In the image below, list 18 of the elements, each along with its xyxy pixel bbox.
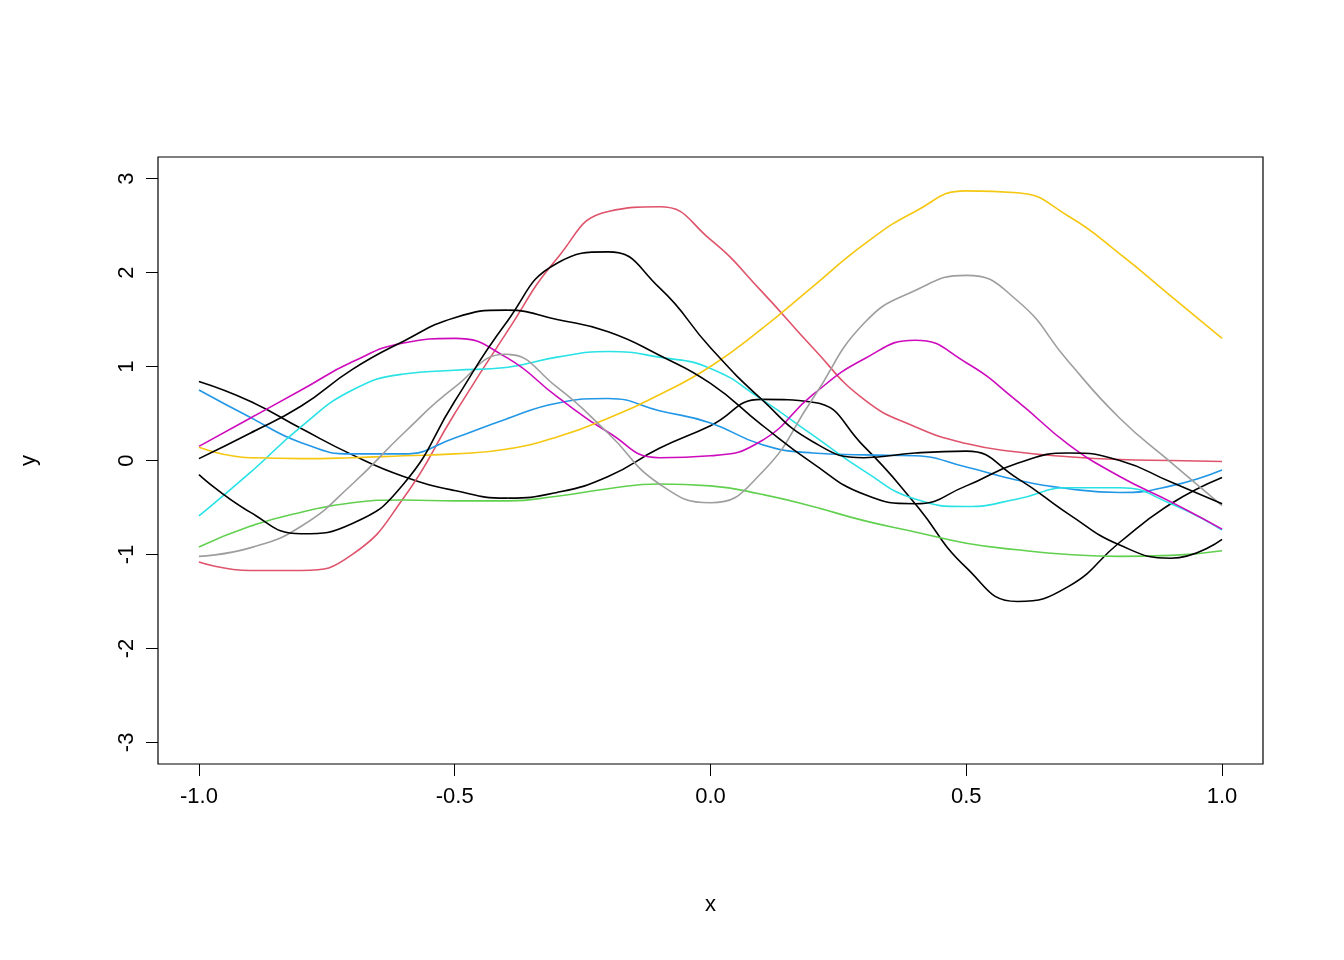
line-series (198, 206, 1223, 572)
y-tick-label: 0 (112, 454, 138, 467)
x-tick-label: -0.5 (435, 782, 474, 808)
x-tick-label: 0.0 (695, 782, 726, 808)
y-tick-label: -1 (112, 544, 138, 565)
y-axis-title: y (14, 455, 40, 466)
line-series (198, 389, 1223, 494)
line-series (198, 190, 1223, 460)
y-tick-label: 2 (112, 266, 138, 279)
x-axis-title: x (705, 890, 716, 916)
y-tick-label: -2 (112, 638, 138, 659)
x-tick-label: 0.5 (950, 782, 982, 808)
y-tick-label: -3 (112, 732, 138, 753)
x-tick-label: 1.0 (1206, 782, 1238, 808)
line-series (198, 483, 1223, 558)
y-tick-label: 1 (112, 360, 138, 373)
y-tick-label: 3 (112, 172, 138, 185)
x-tick-label: -1.0 (179, 782, 218, 808)
